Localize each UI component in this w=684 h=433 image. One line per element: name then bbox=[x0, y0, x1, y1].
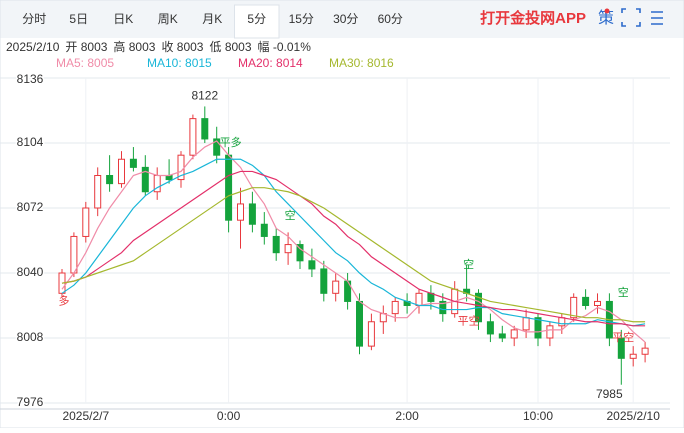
x-tick-label: 2:00 bbox=[395, 409, 419, 423]
candle-body bbox=[248, 203, 256, 225]
y-tick-label: 8040 bbox=[17, 265, 44, 279]
fullscreen-icon[interactable] bbox=[621, 8, 641, 27]
candle-body bbox=[165, 175, 173, 181]
candle-body bbox=[356, 300, 363, 347]
tab[interactable]: 月K bbox=[202, 12, 222, 26]
tab[interactable]: 日K bbox=[113, 12, 133, 26]
extreme-label: 8122 bbox=[191, 89, 218, 103]
candle-body bbox=[70, 235, 78, 274]
tab-bar bbox=[0, 0, 684, 38]
candle-body bbox=[558, 317, 566, 327]
candle-body bbox=[272, 235, 280, 254]
candle-body bbox=[546, 325, 554, 339]
y-tick-label: 8136 bbox=[17, 72, 44, 86]
ma-line bbox=[61, 170, 646, 327]
candle-body bbox=[617, 337, 625, 359]
info-item: 2025/2/10 bbox=[6, 40, 60, 54]
signal-label: 平空 bbox=[458, 314, 480, 328]
legend-entry: MA5: 8005 bbox=[56, 56, 114, 70]
x-tick-label: 0:00 bbox=[217, 409, 241, 423]
candle-body bbox=[594, 300, 601, 306]
candle-body bbox=[534, 317, 542, 339]
menu-icon[interactable] bbox=[651, 11, 663, 25]
candle-body bbox=[106, 175, 114, 185]
y-tick-label: 8104 bbox=[17, 135, 44, 149]
extreme-label: 7985 bbox=[596, 387, 623, 401]
candle-body bbox=[260, 223, 268, 237]
info-item: 开 8003 bbox=[65, 40, 107, 54]
signal-label: 空 bbox=[618, 285, 629, 299]
tab[interactable]: 5日 bbox=[69, 12, 88, 26]
candle-body bbox=[629, 353, 637, 359]
signal-label: 多 bbox=[59, 293, 70, 307]
info-item: 幅 -0.01% bbox=[258, 39, 312, 54]
candle-body bbox=[213, 138, 221, 156]
strategy[interactable]: 策 bbox=[598, 9, 614, 27]
candle-body bbox=[522, 317, 530, 331]
ma-line bbox=[61, 158, 646, 327]
ma-line bbox=[61, 187, 646, 323]
candle-body bbox=[237, 203, 244, 221]
tab[interactable]: 分时 bbox=[22, 12, 46, 26]
candle-body bbox=[118, 158, 125, 185]
info-item: 高 8003 bbox=[113, 39, 155, 54]
candle-body bbox=[225, 154, 233, 221]
candle-body bbox=[82, 207, 90, 237]
y-tick-label: 7976 bbox=[17, 395, 44, 409]
tab-active bbox=[234, 4, 280, 39]
candle-body bbox=[367, 321, 375, 347]
y-tick-label: 8008 bbox=[17, 330, 44, 344]
candle-body bbox=[94, 175, 102, 209]
x-tick-label: 2025/2/10 bbox=[607, 409, 661, 423]
legend-entry: MA30: 8016 bbox=[329, 56, 394, 70]
candle-body bbox=[510, 329, 518, 339]
candle-body bbox=[641, 347, 649, 355]
tab[interactable]: 5分 bbox=[247, 12, 266, 26]
candle-body bbox=[415, 292, 423, 306]
candle-body bbox=[439, 300, 447, 315]
x-tick-label: 10:00 bbox=[523, 409, 553, 423]
x-tick-label: 2025/2/7 bbox=[62, 409, 109, 423]
candle-body bbox=[201, 118, 209, 140]
tab[interactable]: 15分 bbox=[289, 12, 314, 26]
candle-body bbox=[284, 244, 292, 254]
candle-body bbox=[570, 296, 578, 319]
tab[interactable]: 60分 bbox=[378, 12, 403, 26]
signal-label: 平多 bbox=[220, 135, 242, 149]
candle-body bbox=[391, 300, 399, 315]
legend-entry: MA10: 8015 bbox=[147, 56, 212, 70]
candle-body bbox=[141, 166, 149, 193]
ma-line bbox=[61, 140, 646, 343]
brand[interactable]: 打开金投网APP bbox=[480, 9, 586, 27]
info-item: 收 8003 bbox=[161, 40, 203, 54]
candle-body bbox=[129, 158, 137, 168]
candle-body bbox=[498, 333, 506, 339]
legend-entry: MA20: 8014 bbox=[238, 56, 303, 70]
signal-label: 空 bbox=[463, 257, 474, 271]
candle-body bbox=[332, 280, 340, 294]
signal-label: 空 bbox=[285, 208, 296, 222]
y-tick-label: 8072 bbox=[17, 200, 44, 214]
badge bbox=[604, 8, 610, 14]
tab[interactable]: 30分 bbox=[333, 12, 358, 26]
candle-body bbox=[308, 260, 316, 270]
candle-body bbox=[189, 118, 197, 156]
info-item: 低 8003 bbox=[209, 40, 251, 54]
signal-label: 平空 bbox=[612, 330, 634, 344]
candle-body bbox=[486, 321, 494, 335]
candle-body bbox=[296, 244, 304, 262]
tab[interactable]: 周K bbox=[158, 12, 178, 26]
candle-body bbox=[320, 268, 328, 294]
candle-body bbox=[582, 296, 590, 306]
